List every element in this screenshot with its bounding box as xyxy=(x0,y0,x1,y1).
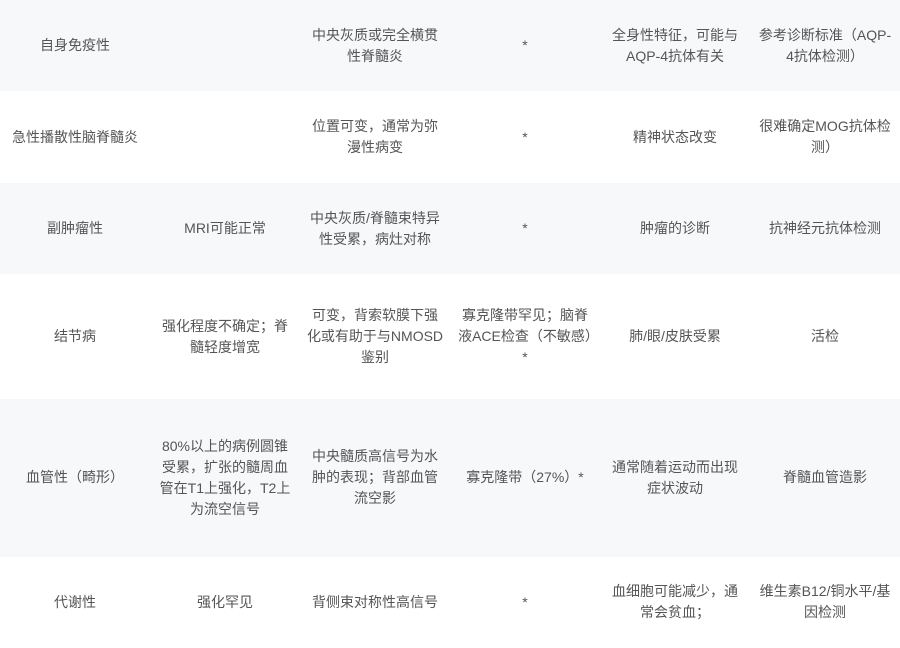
cell: 血细胞可能减少，通常会贫血； xyxy=(600,557,750,648)
table-row: 结节病 强化程度不确定；脊髓轻度增宽 可变，背索软膜下强化或有助于与NMOSD鉴… xyxy=(0,274,900,399)
cell: 80%以上的病例圆锥受累，扩张的髓周血管在T1上强化，T2上为流空信号 xyxy=(150,399,300,557)
cell: 中央髓质高信号为水肿的表现；背部血管流空影 xyxy=(300,399,450,557)
cell: MRI可能正常 xyxy=(150,183,300,274)
table-row: 急性播散性脑脊髓炎 位置可变，通常为弥漫性病变 * 精神状态改变 很难确定MOG… xyxy=(0,91,900,182)
table-row: 副肿瘤性 MRI可能正常 中央灰质/脊髓束特异性受累，病灶对称 * 肿瘤的诊断 … xyxy=(0,183,900,274)
cell: * xyxy=(450,557,600,648)
cell: 全身性特征，可能与AQP-4抗体有关 xyxy=(600,0,750,91)
cell-category: 结节病 xyxy=(0,274,150,399)
cell: 中央灰质/脊髓束特异性受累，病灶对称 xyxy=(300,183,450,274)
cell: 强化罕见 xyxy=(150,557,300,648)
cell: 位置可变，通常为弥漫性病变 xyxy=(300,91,450,182)
cell-category: 急性播散性脑脊髓炎 xyxy=(0,91,150,182)
cell-category: 副肿瘤性 xyxy=(0,183,150,274)
cell: 通常随着运动而出现症状波动 xyxy=(600,399,750,557)
table-row: 自身免疫性 中央灰质或完全横贯性脊髓炎 * 全身性特征，可能与AQP-4抗体有关… xyxy=(0,0,900,91)
cell xyxy=(150,91,300,182)
table-row: 代谢性 强化罕见 背侧束对称性高信号 * 血细胞可能减少，通常会贫血； 维生素B… xyxy=(0,557,900,648)
table-row: 血管性（畸形） 80%以上的病例圆锥受累，扩张的髓周血管在T1上强化，T2上为流… xyxy=(0,399,900,557)
cell: 脊髓血管造影 xyxy=(750,399,900,557)
cell: * xyxy=(450,0,600,91)
cell: 肿瘤的诊断 xyxy=(600,183,750,274)
cell: 可变，背索软膜下强化或有助于与NMOSD鉴别 xyxy=(300,274,450,399)
cell: 活检 xyxy=(750,274,900,399)
cell: 肺/眼/皮肤受累 xyxy=(600,274,750,399)
cell: 寡克隆带（27%）* xyxy=(450,399,600,557)
cell: 中央灰质或完全横贯性脊髓炎 xyxy=(300,0,450,91)
cell-category: 自身免疫性 xyxy=(0,0,150,91)
cell: 参考诊断标准（AQP-4抗体检测） xyxy=(750,0,900,91)
cell-category: 血管性（畸形） xyxy=(0,399,150,557)
cell: 维生素B12/铜水平/基因检测 xyxy=(750,557,900,648)
cell: 很难确定MOG抗体检测） xyxy=(750,91,900,182)
cell xyxy=(150,0,300,91)
cell: 背侧束对称性高信号 xyxy=(300,557,450,648)
cell: * xyxy=(450,91,600,182)
cell: 强化程度不确定；脊髓轻度增宽 xyxy=(150,274,300,399)
cell-category: 代谢性 xyxy=(0,557,150,648)
cell: * xyxy=(450,183,600,274)
medical-table: 自身免疫性 中央灰质或完全横贯性脊髓炎 * 全身性特征，可能与AQP-4抗体有关… xyxy=(0,0,900,648)
cell: 寡克隆带罕见；脑脊液ACE检查（不敏感）* xyxy=(450,274,600,399)
cell: 精神状态改变 xyxy=(600,91,750,182)
cell: 抗神经元抗体检测 xyxy=(750,183,900,274)
